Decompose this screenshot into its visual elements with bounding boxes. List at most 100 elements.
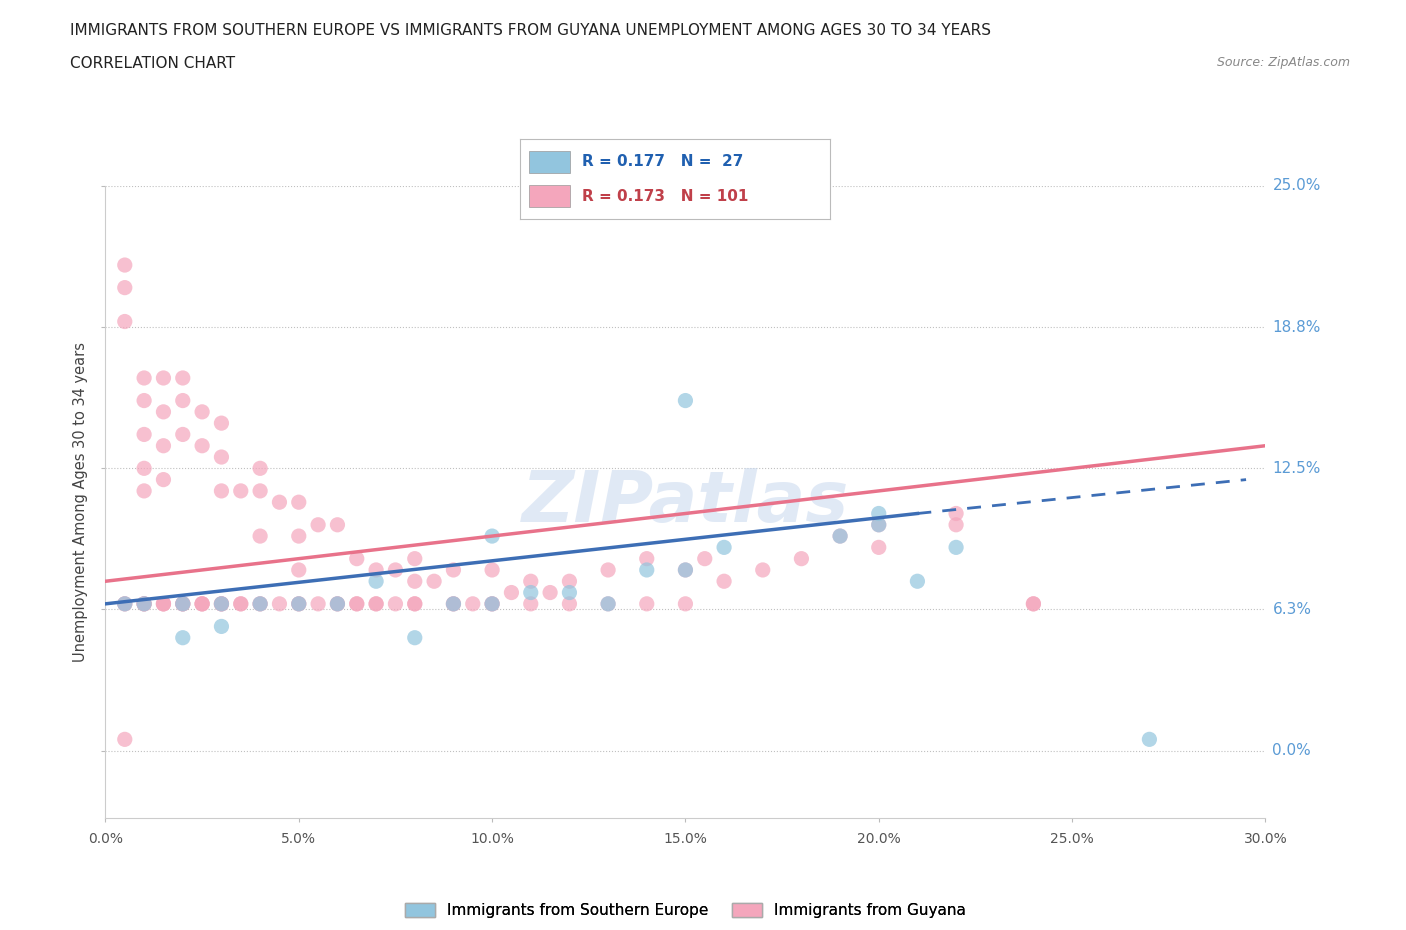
- Point: [211, 619, 233, 634]
- Text: 15.0%: 15.0%: [664, 832, 707, 846]
- Text: 0.0%: 0.0%: [1272, 743, 1312, 758]
- Point: [307, 517, 329, 532]
- Text: 6.3%: 6.3%: [1272, 602, 1312, 617]
- Point: [404, 574, 426, 589]
- Point: [828, 528, 851, 543]
- FancyBboxPatch shape: [530, 151, 569, 173]
- Point: [152, 596, 174, 611]
- Legend: Immigrants from Southern Europe, Immigrants from Guyana: Immigrants from Southern Europe, Immigra…: [405, 903, 966, 918]
- Point: [132, 427, 156, 442]
- Point: [1022, 596, 1045, 611]
- Point: [172, 596, 194, 611]
- Point: [114, 596, 136, 611]
- Text: Source: ZipAtlas.com: Source: ZipAtlas.com: [1216, 56, 1350, 69]
- Point: [636, 563, 658, 578]
- Point: [172, 631, 194, 645]
- Point: [461, 596, 484, 611]
- Point: [404, 551, 426, 566]
- Point: [191, 405, 214, 419]
- Point: [172, 370, 194, 385]
- Point: [211, 416, 233, 431]
- Point: [132, 393, 156, 408]
- Point: [441, 596, 464, 611]
- Point: [538, 585, 561, 600]
- Text: IMMIGRANTS FROM SOUTHERN EUROPE VS IMMIGRANTS FROM GUYANA UNEMPLOYMENT AMONG AGE: IMMIGRANTS FROM SOUTHERN EUROPE VS IMMIG…: [70, 23, 991, 38]
- Point: [868, 517, 890, 532]
- Point: [675, 563, 697, 578]
- Point: [191, 596, 214, 611]
- Point: [945, 506, 967, 521]
- Point: [172, 393, 194, 408]
- Point: [713, 540, 735, 555]
- Point: [249, 596, 271, 611]
- Point: [364, 574, 387, 589]
- Point: [945, 517, 967, 532]
- Point: [114, 258, 136, 272]
- Point: [675, 596, 697, 611]
- Point: [828, 528, 851, 543]
- Point: [751, 563, 773, 578]
- Point: [211, 596, 233, 611]
- FancyBboxPatch shape: [530, 185, 569, 207]
- Point: [152, 370, 174, 385]
- Point: [441, 596, 464, 611]
- Point: [191, 596, 214, 611]
- Point: [287, 563, 309, 578]
- Point: [558, 585, 581, 600]
- Point: [152, 405, 174, 419]
- Point: [229, 484, 252, 498]
- Point: [211, 596, 233, 611]
- Point: [211, 484, 233, 498]
- Point: [636, 551, 658, 566]
- Point: [114, 314, 136, 329]
- Point: [229, 596, 252, 611]
- Point: [211, 596, 233, 611]
- Point: [945, 540, 967, 555]
- Point: [598, 596, 620, 611]
- Text: 30.0%: 30.0%: [1243, 832, 1288, 846]
- Point: [152, 596, 174, 611]
- Point: [172, 596, 194, 611]
- Point: [287, 596, 309, 611]
- Point: [249, 596, 271, 611]
- Point: [114, 596, 136, 611]
- Point: [713, 574, 735, 589]
- Point: [441, 596, 464, 611]
- Point: [636, 596, 658, 611]
- Point: [905, 574, 928, 589]
- Point: [520, 596, 543, 611]
- Point: [868, 517, 890, 532]
- Point: [346, 596, 368, 611]
- Point: [598, 596, 620, 611]
- Point: [152, 472, 174, 487]
- Point: [172, 596, 194, 611]
- Point: [598, 563, 620, 578]
- Point: [249, 596, 271, 611]
- Point: [404, 596, 426, 611]
- Text: R = 0.173   N = 101: R = 0.173 N = 101: [582, 189, 748, 204]
- Point: [269, 596, 291, 611]
- Point: [211, 449, 233, 464]
- Point: [481, 596, 503, 611]
- Point: [191, 596, 214, 611]
- Point: [132, 596, 156, 611]
- Point: [326, 517, 349, 532]
- Point: [152, 438, 174, 453]
- Point: [384, 596, 406, 611]
- Point: [1139, 732, 1161, 747]
- Point: [172, 596, 194, 611]
- Point: [287, 596, 309, 611]
- Point: [307, 596, 329, 611]
- Point: [364, 596, 387, 611]
- Point: [249, 461, 271, 476]
- Point: [114, 280, 136, 295]
- Point: [326, 596, 349, 611]
- Point: [501, 585, 523, 600]
- Point: [675, 393, 697, 408]
- Point: [249, 528, 271, 543]
- Point: [287, 528, 309, 543]
- Point: [346, 596, 368, 611]
- Y-axis label: Unemployment Among Ages 30 to 34 years: Unemployment Among Ages 30 to 34 years: [73, 342, 89, 662]
- Point: [481, 563, 503, 578]
- Point: [404, 596, 426, 611]
